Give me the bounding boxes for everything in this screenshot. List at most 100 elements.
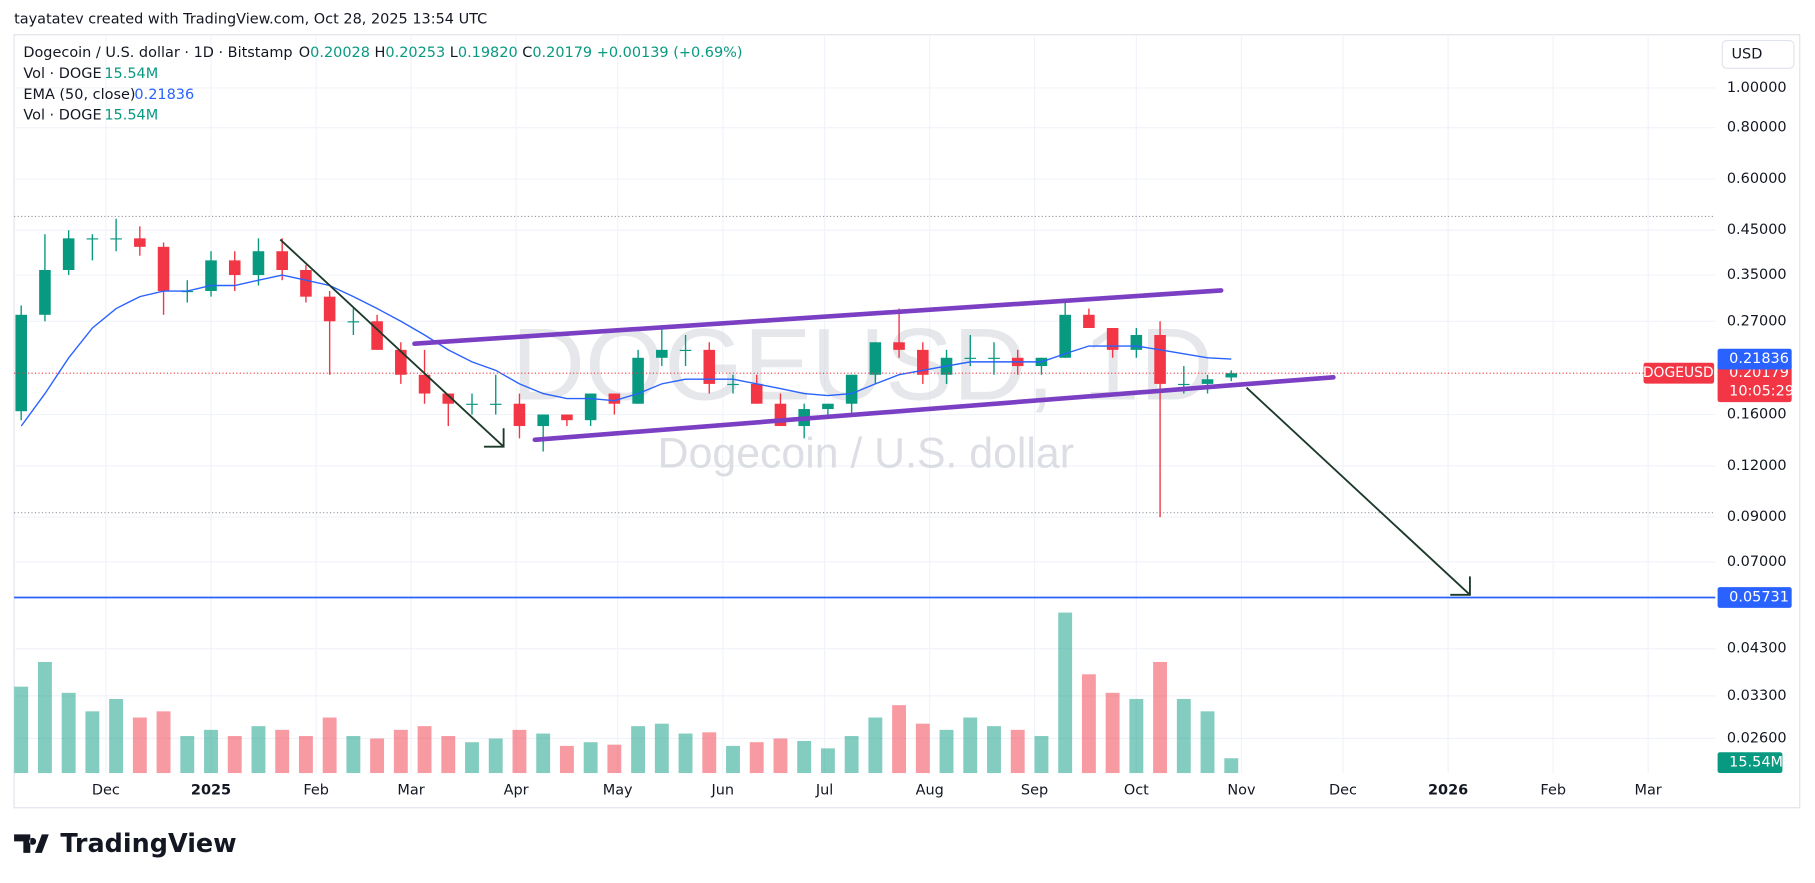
x-tick-label: Dec bbox=[92, 782, 120, 798]
channel-bottom bbox=[532, 374, 1336, 443]
candle-body bbox=[988, 357, 1000, 359]
volume-bar bbox=[1081, 674, 1096, 774]
legend-value: 0.21836 bbox=[134, 87, 194, 103]
volume-bar bbox=[85, 711, 100, 774]
ema-label: 0.21836 bbox=[1729, 351, 1789, 367]
volume-bar bbox=[37, 661, 52, 774]
x-tick-label: May bbox=[603, 782, 633, 798]
y-tick-label: 0.02600 bbox=[1727, 730, 1787, 746]
volume-bar bbox=[797, 740, 812, 774]
volume-bar bbox=[1200, 711, 1215, 774]
volume-bar bbox=[204, 729, 218, 774]
candle-body bbox=[1201, 379, 1214, 384]
volume-bar bbox=[654, 723, 669, 774]
byline: tayatatev created with TradingView.com, … bbox=[14, 12, 487, 28]
volume-bar bbox=[583, 742, 598, 774]
candle-body bbox=[466, 403, 478, 405]
legend-name: Vol · DOGE bbox=[23, 108, 101, 124]
ohlc-key: H bbox=[375, 45, 386, 61]
volume-badge bbox=[1717, 752, 1783, 774]
candle-body bbox=[513, 403, 526, 427]
symbol-title: Dogecoin / U.S. dollar · 1D · Bitstamp bbox=[23, 45, 292, 61]
axes: 1.00000 0.80000 0.60000 0.45000 0.35000 0.270… bbox=[92, 80, 1794, 798]
x-tick-label: Oct bbox=[1124, 782, 1149, 798]
volume-pane bbox=[14, 612, 1239, 774]
volume-bar bbox=[749, 742, 764, 774]
arrow-line bbox=[1245, 387, 1471, 596]
drawings bbox=[279, 238, 1471, 596]
countdown-label: 10:05:29 bbox=[1729, 384, 1794, 400]
candle-body bbox=[347, 321, 360, 323]
volume-bar bbox=[559, 745, 574, 774]
candle-body bbox=[15, 314, 27, 412]
x-tick-label: Jun bbox=[710, 782, 734, 798]
candle-body bbox=[1083, 314, 1095, 329]
candle-body bbox=[418, 374, 431, 394]
candle-body bbox=[110, 238, 122, 240]
volume-bar bbox=[844, 736, 859, 774]
candle-body bbox=[608, 393, 621, 404]
volume-badge-label: 15.54M bbox=[1729, 755, 1783, 771]
volume-bar bbox=[488, 738, 503, 774]
volume-bar bbox=[1176, 698, 1191, 774]
y-tick-label: 0.09000 bbox=[1727, 509, 1787, 525]
x-tick-label: Nov bbox=[1227, 782, 1256, 798]
x-tick-label: 2026 bbox=[1428, 782, 1468, 798]
volume-bar bbox=[987, 726, 1001, 774]
volume-bar bbox=[61, 692, 76, 774]
currency-button[interactable] bbox=[1721, 39, 1795, 69]
hline-label: 0.05731 bbox=[1729, 590, 1789, 606]
candle-body bbox=[584, 393, 597, 421]
ohlc-change: +0.00139 (+0.69%) bbox=[597, 45, 743, 61]
candle-body bbox=[323, 296, 336, 322]
candle-body bbox=[300, 270, 312, 297]
candle-body bbox=[371, 321, 383, 350]
y-tick-label: 0.80000 bbox=[1727, 120, 1787, 136]
candle-body bbox=[1106, 328, 1119, 350]
volume-bar bbox=[1034, 736, 1049, 774]
volume-bar bbox=[939, 729, 954, 774]
volume-bar bbox=[322, 717, 337, 774]
volume-bar bbox=[251, 726, 266, 774]
volume-bar bbox=[417, 726, 432, 774]
watermark-subtitle: Dogecoin / U.S. dollar bbox=[658, 429, 1074, 477]
volume-bar bbox=[1153, 661, 1168, 774]
x-tick-label: Feb bbox=[303, 782, 329, 798]
volume-bar bbox=[180, 736, 195, 774]
candle-body bbox=[537, 414, 549, 427]
volume-bar bbox=[14, 686, 29, 774]
volume-bar bbox=[1129, 698, 1144, 774]
y-tick-label: 0.07000 bbox=[1727, 554, 1787, 570]
volume-bar bbox=[370, 738, 385, 774]
y-tick-label: 0.04300 bbox=[1727, 641, 1787, 657]
x-tick-label: Apr bbox=[504, 782, 529, 798]
ohlc-key: L bbox=[450, 45, 458, 61]
x-tick-label: Dec bbox=[1329, 782, 1357, 798]
candle-body bbox=[561, 414, 573, 421]
logo-text: TradingView bbox=[60, 829, 236, 859]
volume-bar bbox=[726, 745, 740, 774]
volume-bar bbox=[1105, 692, 1120, 774]
candle-body bbox=[39, 270, 51, 315]
volume-bar bbox=[536, 733, 551, 774]
y-tick-label: 0.16000 bbox=[1727, 407, 1787, 423]
volume-bar bbox=[1224, 758, 1239, 774]
volume-bar bbox=[868, 717, 883, 774]
ema-line bbox=[20, 274, 1232, 427]
legend-value: 15.54M bbox=[104, 108, 158, 124]
y-tick-label: 0.12000 bbox=[1727, 458, 1787, 474]
candle-body bbox=[1178, 383, 1190, 386]
currency[interactable]: USD bbox=[1731, 46, 1762, 62]
candle-body bbox=[845, 374, 858, 404]
volume-bar bbox=[441, 736, 456, 774]
y-tick-label: 0.03300 bbox=[1727, 688, 1787, 704]
candle-body bbox=[656, 349, 668, 358]
ohlc-key: O bbox=[299, 45, 310, 61]
candle-body bbox=[1059, 314, 1071, 358]
candle-body bbox=[869, 342, 882, 375]
volume-bar bbox=[346, 736, 361, 774]
volume-bar bbox=[820, 748, 835, 774]
volume-bar bbox=[275, 729, 290, 774]
grid bbox=[14, 34, 1716, 774]
candle-body bbox=[442, 393, 455, 404]
